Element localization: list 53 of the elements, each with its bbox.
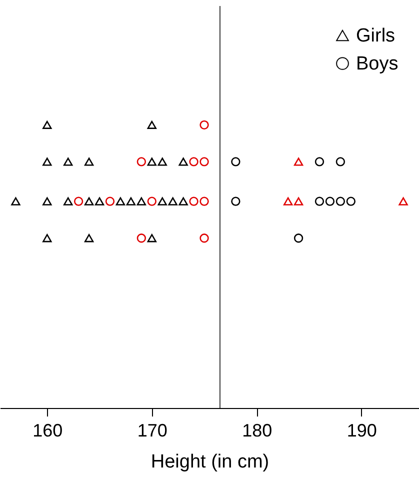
point — [294, 197, 304, 206]
point — [325, 196, 335, 206]
point — [105, 196, 115, 206]
point — [200, 196, 209, 206]
point — [178, 158, 188, 166]
point — [147, 120, 156, 129]
x-tick-label: 190 — [346, 420, 377, 440]
x-tick-label: 160 — [32, 420, 63, 440]
point — [178, 197, 188, 206]
x-axis-title: Height (in cm) — [150, 452, 270, 472]
point — [42, 158, 52, 166]
point — [64, 197, 73, 206]
point — [116, 197, 126, 206]
point — [42, 234, 52, 242]
point — [147, 196, 156, 206]
point — [94, 197, 104, 206]
point — [189, 196, 198, 206]
point — [283, 197, 293, 206]
point — [74, 196, 84, 206]
point — [126, 197, 136, 206]
point — [158, 158, 167, 166]
point — [314, 196, 324, 206]
point — [346, 196, 356, 206]
legend-label: Boys — [356, 54, 398, 74]
point — [231, 196, 240, 206]
point — [168, 197, 178, 206]
point — [42, 197, 52, 206]
point — [314, 157, 324, 166]
point — [231, 157, 240, 166]
point — [136, 197, 146, 206]
point — [398, 197, 408, 206]
point — [136, 157, 146, 166]
point — [84, 197, 94, 206]
point — [64, 158, 73, 166]
point — [147, 158, 156, 166]
point — [189, 157, 198, 166]
point — [294, 158, 304, 166]
point — [200, 234, 209, 243]
point — [200, 120, 209, 130]
x-tick-label: 180 — [242, 420, 272, 440]
x-tick-label: 170 — [137, 420, 168, 440]
point — [200, 157, 209, 166]
point — [42, 120, 52, 129]
point — [294, 234, 304, 243]
point — [147, 234, 156, 242]
point — [336, 196, 346, 206]
point — [11, 197, 20, 206]
point — [336, 157, 346, 166]
point — [136, 234, 146, 243]
point — [84, 158, 94, 166]
point — [158, 197, 167, 206]
point — [84, 234, 94, 242]
legend-label: Girls — [356, 26, 396, 46]
